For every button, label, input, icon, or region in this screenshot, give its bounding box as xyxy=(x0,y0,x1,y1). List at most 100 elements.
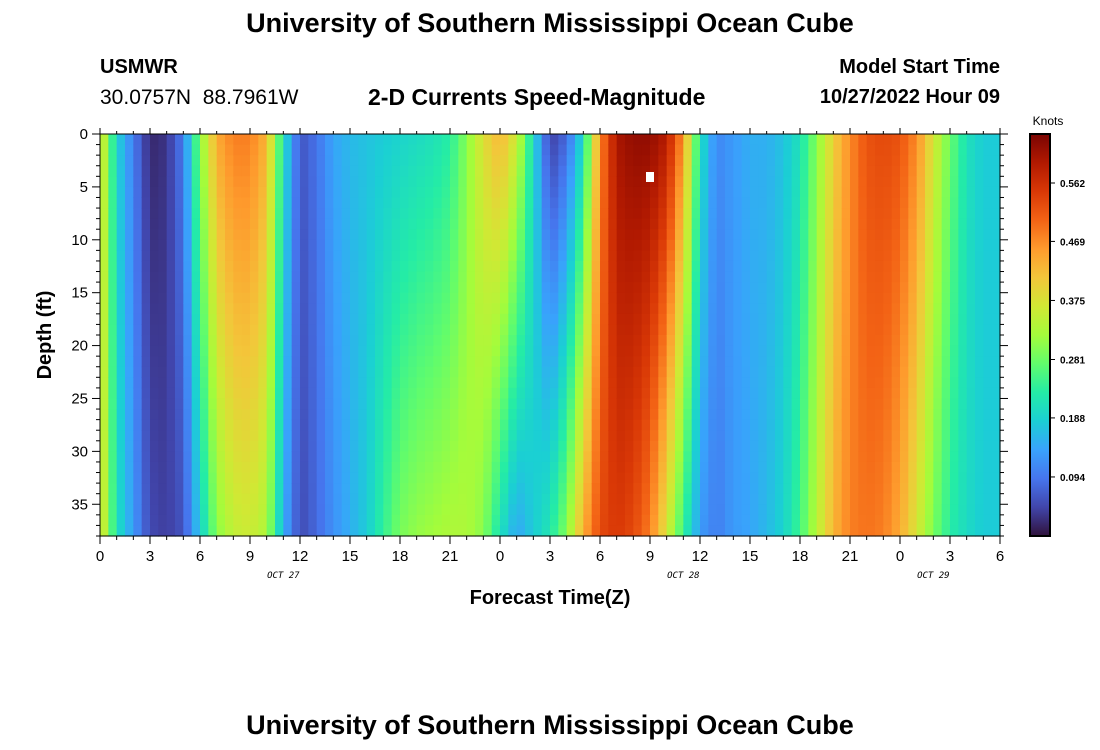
heatmap-cell xyxy=(516,155,526,167)
heatmap-cell xyxy=(316,419,326,431)
heatmap-cell xyxy=(291,472,301,484)
heatmap-cell xyxy=(916,218,926,230)
heatmap-cell xyxy=(233,260,243,273)
heatmap-cell xyxy=(908,345,918,357)
heatmap-cell xyxy=(608,472,618,484)
heatmap-cell xyxy=(425,461,434,474)
heatmap-cell xyxy=(625,186,634,199)
heatmap-cell xyxy=(666,197,676,209)
heatmap-cell xyxy=(408,303,418,315)
heatmap-cell xyxy=(966,197,976,209)
heatmap-cell xyxy=(858,451,868,463)
heatmap-cell xyxy=(125,324,134,336)
heatmap-cell xyxy=(858,387,868,400)
heatmap-cell xyxy=(325,387,334,400)
heatmap-cell xyxy=(141,165,151,177)
heatmap-cell xyxy=(208,504,218,516)
heatmap-cell xyxy=(300,440,309,452)
colorbar-unit-label: Knots xyxy=(1033,114,1064,128)
heatmap-cell xyxy=(491,504,501,516)
heatmap-cell xyxy=(791,514,801,527)
x-tick-label: 6 xyxy=(196,548,204,565)
heatmap-cell xyxy=(150,165,159,177)
heatmap-cell xyxy=(750,335,759,347)
heatmap-cell xyxy=(758,366,768,378)
heatmap-cell xyxy=(666,430,676,442)
heatmap-cell xyxy=(133,324,143,336)
heatmap-cell xyxy=(916,504,926,516)
heatmap-cell xyxy=(533,419,543,431)
heatmap-cell xyxy=(150,504,159,516)
heatmap-cell xyxy=(933,472,943,484)
heatmap-cell xyxy=(975,398,984,410)
heatmap-cell xyxy=(400,229,409,241)
heatmap-cell xyxy=(233,398,243,410)
heatmap-cell xyxy=(516,186,526,199)
heatmap-cell xyxy=(166,324,176,336)
heatmap-cell xyxy=(325,430,334,442)
heatmap-cell xyxy=(758,398,768,410)
heatmap-cell xyxy=(641,366,651,378)
heatmap-cell xyxy=(258,525,268,537)
heatmap-cell xyxy=(425,197,434,209)
heatmap-cell xyxy=(141,144,151,156)
heatmap-cell xyxy=(641,313,651,326)
heatmap-cell xyxy=(391,419,401,431)
heatmap-cell xyxy=(600,451,609,463)
heatmap-cell xyxy=(833,239,843,251)
heatmap-cell xyxy=(175,292,184,304)
heatmap-cell xyxy=(466,229,476,241)
heatmap-cell xyxy=(650,313,659,326)
heatmap-cell xyxy=(475,409,484,421)
heatmap-cell xyxy=(975,282,984,294)
heatmap-cell xyxy=(125,493,134,505)
heatmap-cell xyxy=(241,409,251,421)
heatmap-cell xyxy=(333,218,343,230)
heatmap-cell xyxy=(200,229,209,241)
heatmap-cell xyxy=(858,218,868,230)
heatmap-cell xyxy=(608,250,618,262)
heatmap-cell xyxy=(800,398,809,410)
heatmap-cell xyxy=(575,377,584,389)
heatmap-cell xyxy=(516,292,526,304)
heatmap-cell xyxy=(458,504,468,516)
heatmap-cell xyxy=(900,165,909,177)
heatmap-cell xyxy=(283,377,293,389)
heatmap-cell xyxy=(366,303,376,315)
heatmap-cell xyxy=(850,134,859,146)
heatmap-cell xyxy=(908,292,918,304)
heatmap-cell xyxy=(425,313,434,326)
heatmap-cell xyxy=(691,356,701,368)
heatmap-cell xyxy=(675,335,684,347)
heatmap-cell xyxy=(250,186,259,199)
heatmap-cell xyxy=(350,239,359,251)
heatmap-cell xyxy=(841,271,851,283)
heatmap-cell xyxy=(666,345,676,357)
heatmap-cell xyxy=(458,218,468,230)
heatmap-cell xyxy=(491,197,501,209)
heatmap-cell xyxy=(766,239,776,251)
heatmap-cell xyxy=(108,292,118,304)
heatmap-cell xyxy=(450,377,459,389)
heatmap-cell xyxy=(791,472,801,484)
heatmap-cell xyxy=(608,271,618,283)
heatmap-cell xyxy=(808,525,818,537)
heatmap-cell xyxy=(758,313,768,326)
heatmap-cell xyxy=(425,324,434,336)
heatmap-cell xyxy=(283,324,293,336)
heatmap-cell xyxy=(750,229,759,241)
heatmap-cell xyxy=(166,155,176,167)
heatmap-cell xyxy=(358,208,368,220)
heatmap-cell xyxy=(191,260,201,273)
heatmap-cell xyxy=(675,313,684,326)
heatmap-cell xyxy=(191,409,201,421)
heatmap-cell xyxy=(208,250,218,262)
heatmap-cell xyxy=(866,387,876,400)
heatmap-cell xyxy=(825,356,834,368)
heatmap-cell xyxy=(916,239,926,251)
heatmap-cell xyxy=(125,229,134,241)
heatmap-cell xyxy=(700,186,709,199)
heatmap-cell xyxy=(708,409,718,421)
heatmap-cell xyxy=(825,451,834,463)
heatmap-cell xyxy=(400,525,409,537)
